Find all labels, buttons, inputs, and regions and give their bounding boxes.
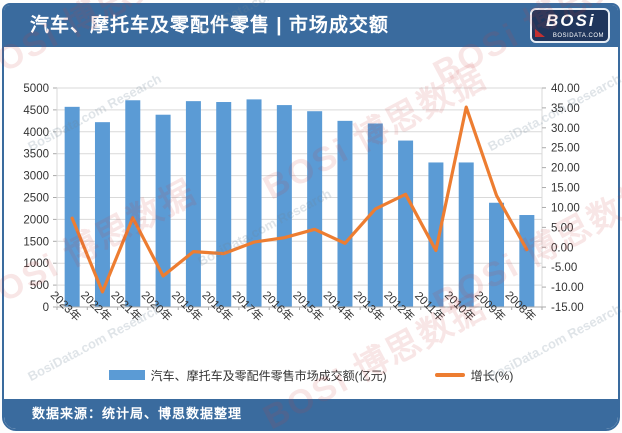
legend-item-line-series: 增长(%) bbox=[434, 367, 514, 384]
right-axis-tick-label: 10.00 bbox=[551, 202, 580, 214]
right-axis-tick-label: 5.00 bbox=[551, 222, 573, 234]
bar bbox=[125, 100, 141, 307]
right-axis-tick-label: 20.00 bbox=[551, 163, 580, 175]
bar bbox=[519, 215, 535, 307]
card-frame: 汽车、摩托车及零配件零售 | 市场成交额 BOSi BOSIDATA.COM 0… bbox=[2, 3, 620, 431]
bar bbox=[246, 99, 262, 307]
left-axis-tick-label: 0 bbox=[43, 302, 49, 314]
left-axis-tick-label: 1500 bbox=[23, 236, 49, 248]
right-axis-tick-label: 35.00 bbox=[551, 103, 580, 115]
legend-line-label: 增长(%) bbox=[470, 368, 514, 383]
bosi-logo: BOSi BOSIDATA.COM bbox=[530, 8, 610, 43]
logo-brand-text: BOSi bbox=[546, 11, 596, 30]
right-axis-tick-label: -15.00 bbox=[551, 302, 584, 314]
bar-swatch-icon bbox=[108, 370, 145, 380]
bar bbox=[94, 122, 110, 307]
right-axis-tick-label: 15.00 bbox=[551, 183, 580, 195]
chart-legend: 汽车、摩托车及零配件零售市场成交额(亿元) 增长(%) bbox=[4, 365, 618, 385]
left-axis-tick-label: 5000 bbox=[23, 83, 49, 95]
left-axis-tick-label: 4000 bbox=[23, 127, 49, 139]
left-axis-tick-label: 500 bbox=[30, 280, 49, 292]
right-axis-tick-label: -10.00 bbox=[551, 282, 584, 294]
page-title: 汽车、摩托车及零配件零售 | 市场成交额 bbox=[30, 15, 389, 36]
header-bar: 汽车、摩托车及零配件零售 | 市场成交额 BOSi BOSIDATA.COM bbox=[4, 5, 618, 47]
bar bbox=[64, 106, 80, 307]
chart-canvas: 0 500 1000 1500 2000 2500 3000 3500 4000 4500 5000… bbox=[23, 83, 584, 324]
data-source-text: 数据来源：统计局、博思数据整理 bbox=[32, 406, 243, 421]
line-swatch-icon bbox=[434, 373, 465, 377]
bar bbox=[489, 202, 505, 307]
left-axis-tick-label: 2000 bbox=[23, 214, 49, 226]
footer-bar: 数据来源：统计局、博思数据整理 bbox=[4, 399, 618, 429]
bar bbox=[398, 140, 414, 307]
right-axis-tick-label: 25.00 bbox=[551, 143, 580, 155]
right-axis-tick-label: 40.00 bbox=[551, 83, 580, 95]
bar bbox=[216, 102, 232, 308]
left-axis-tick-label: 3500 bbox=[23, 149, 49, 161]
left-axis-tick-label: 1000 bbox=[23, 258, 49, 270]
left-axis-tick-label: 4500 bbox=[23, 105, 49, 117]
right-axis-tick-label: 0.00 bbox=[551, 242, 573, 254]
legend-bar-label: 汽车、摩托车及零配件零售市场成交额(亿元) bbox=[150, 368, 387, 383]
right-axis-tick-label: 30.00 bbox=[551, 123, 580, 135]
bar bbox=[155, 114, 171, 307]
growth-line bbox=[70, 105, 529, 294]
bar bbox=[458, 162, 474, 307]
bar bbox=[276, 105, 292, 307]
bar bbox=[307, 111, 323, 307]
left-axis-tick-label: 3000 bbox=[23, 171, 49, 183]
legend-item-bar-series: 汽车、摩托车及零配件零售市场成交额(亿元) bbox=[108, 367, 387, 384]
right-axis-tick-label: -5.00 bbox=[551, 262, 577, 274]
logo-domain-text: BOSIDATA.COM bbox=[552, 33, 604, 39]
left-axis-tick-label: 2500 bbox=[23, 193, 49, 205]
bar bbox=[185, 101, 201, 307]
combo-chart: 0 500 1000 1500 2000 2500 3000 3500 4000 4500 5000… bbox=[4, 49, 618, 365]
bar bbox=[337, 120, 353, 307]
logo-triangle-icon bbox=[535, 29, 545, 37]
bar bbox=[367, 123, 383, 307]
bar bbox=[428, 162, 444, 307]
